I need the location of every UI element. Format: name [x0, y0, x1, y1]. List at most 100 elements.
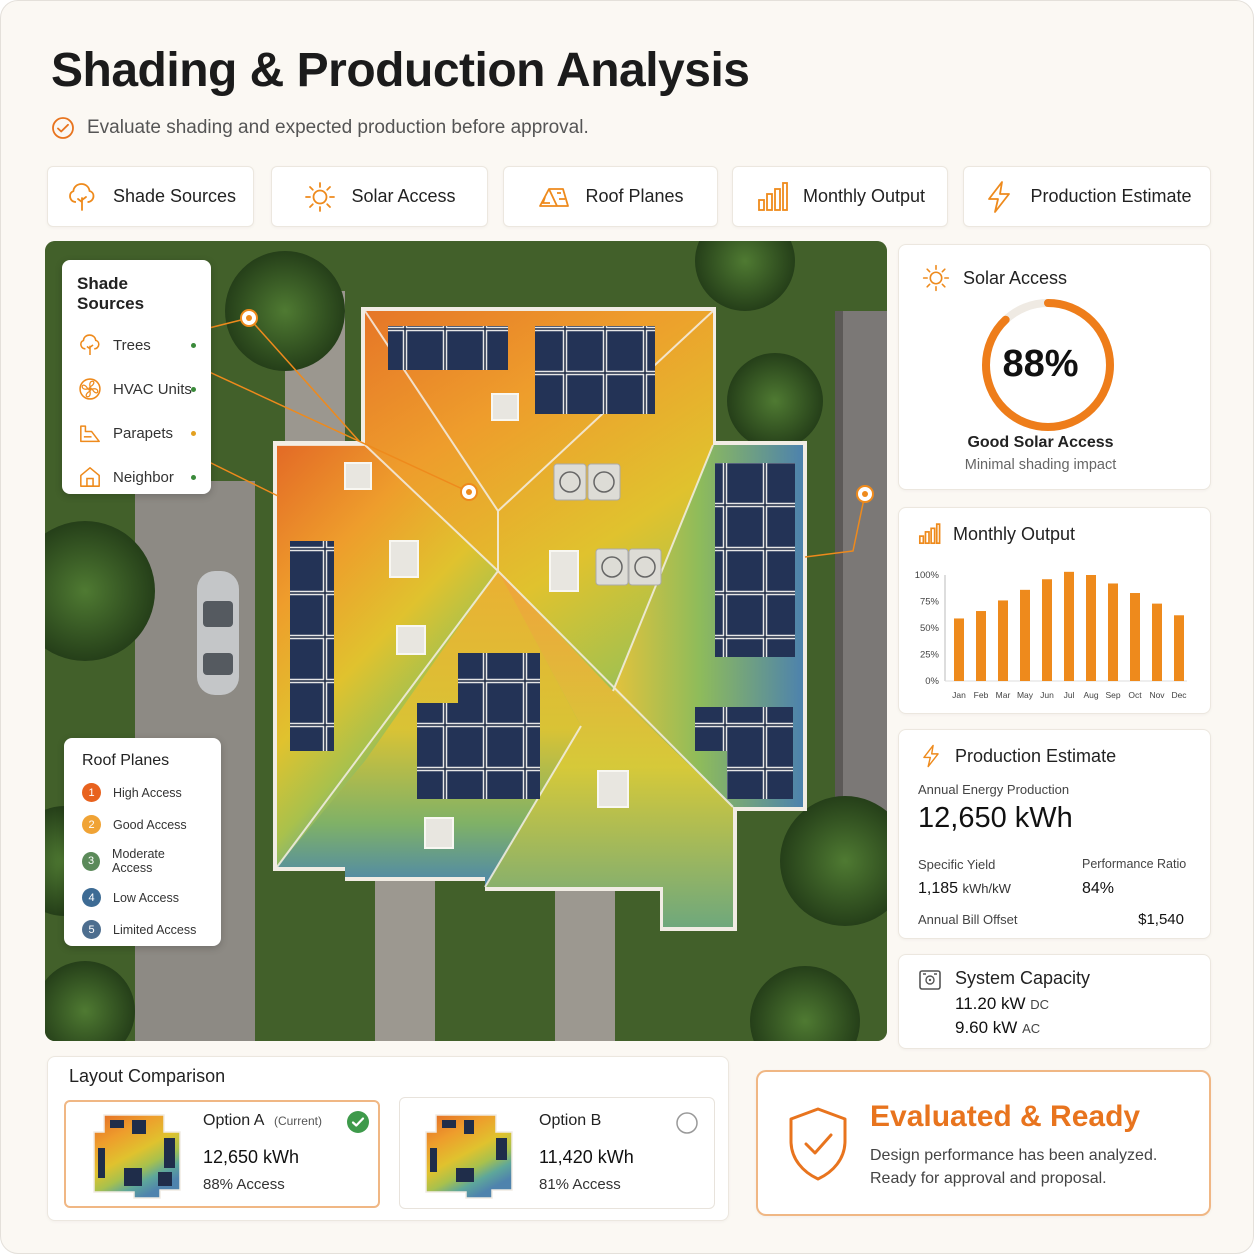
- performance-ratio-value: 84%: [1082, 880, 1115, 897]
- shade-sources-legend: Shade Sources Trees HVAC Units Parapets …: [62, 260, 211, 494]
- y-tick-label: 0%: [925, 676, 939, 687]
- shade-source-hvac[interactable]: HVAC Units: [77, 376, 196, 402]
- layout-comparison-title: Layout Comparison: [69, 1066, 226, 1086]
- option-b-energy: 11,420 kWh: [539, 1147, 634, 1167]
- capacity-dc-value: 11.20 kW: [955, 994, 1026, 1013]
- option-b-access: 81% Access: [539, 1176, 621, 1193]
- capacity-dc-unit: DC: [1030, 997, 1050, 1012]
- page-subtitle: Evaluate shading and expected production…: [51, 116, 589, 140]
- option-a-thumbnail: [93, 1114, 181, 1199]
- option-a-energy: 12,650 kWh: [203, 1147, 300, 1167]
- roof-plane-item: 5 Limited Access: [82, 920, 203, 939]
- tree-icon: [69, 182, 95, 211]
- sun-icon: [305, 181, 336, 212]
- specific-yield-value: 1,185: [918, 880, 959, 897]
- shield-check-icon: [789, 1107, 847, 1181]
- capacity-ac: 9.60 kW AC: [955, 1018, 1040, 1038]
- x-tick-label: Nov: [1149, 690, 1165, 700]
- number-badge: 4: [82, 888, 101, 907]
- legend-label: HVAC Units: [113, 380, 192, 398]
- status-dot: [191, 430, 196, 436]
- tab-shade-sources[interactable]: Shade Sources: [47, 166, 254, 227]
- roof-plane-item: 4 Low Access: [82, 888, 203, 907]
- tree-icon: [80, 334, 100, 355]
- option-a-title: Option A (Current): [203, 1112, 322, 1130]
- specific-yield: 1,185 kWh/kW: [918, 880, 1011, 898]
- performance-ratio-label: Performance Ratio: [1082, 857, 1187, 871]
- tab-label: Monthly Output: [802, 186, 926, 206]
- specific-yield-unit: kWh/kW: [962, 881, 1011, 896]
- specific-yield-label: Specific Yield: [918, 857, 996, 872]
- shade-source-neighbor[interactable]: Neighbor: [77, 464, 196, 490]
- legend-title: Shade Sources: [77, 274, 145, 313]
- roof-plane-item: 3 Moderate Access: [82, 847, 203, 875]
- option-b-card[interactable]: Option B 11,420 kWh 81% Access: [399, 1097, 715, 1209]
- check-circle-icon: [52, 117, 74, 139]
- tab-label: Shade Sources: [112, 186, 237, 206]
- bar-jun: [1042, 579, 1052, 681]
- number-badge: 1: [82, 783, 101, 802]
- option-a-access: 88% Access: [203, 1176, 285, 1193]
- tab-monthly-output[interactable]: Monthly Output: [732, 166, 948, 227]
- option-b-name: Option B: [539, 1112, 602, 1129]
- tab-label: Production Estimate: [1030, 186, 1192, 206]
- tab-roof-planes[interactable]: Roof Planes: [503, 166, 718, 227]
- parapet-icon: [80, 425, 100, 443]
- option-a-name: Option A: [203, 1112, 264, 1129]
- y-tick-label: 25%: [920, 650, 940, 661]
- bar-aug: [1086, 575, 1096, 681]
- x-tick-label: Oct: [1128, 690, 1142, 700]
- y-tick-label: 100%: [915, 570, 940, 581]
- shade-source-trees[interactable]: Trees: [77, 332, 196, 358]
- capacity-ac-value: 9.60 kW: [955, 1018, 1018, 1037]
- legend-label: Moderate Access: [112, 847, 165, 875]
- layout-comparison-card: Layout Comparison Option A (Current) 12,…: [47, 1056, 729, 1221]
- x-tick-label: Jul: [1064, 690, 1075, 700]
- gauge-fill: [982, 299, 1114, 431]
- monthly-output-card: Monthly Output 100% 75% 50% 25% 0% Jan Feb Mar M…: [898, 507, 1211, 714]
- legend-label: Trees: [113, 336, 151, 354]
- solar-access-value: 88%: [1002, 343, 1079, 385]
- shade-source-parapets[interactable]: Parapets: [77, 420, 196, 446]
- bar-feb: [976, 611, 986, 681]
- check-selected-icon: [347, 1111, 369, 1133]
- annual-energy-label: Annual Energy Production: [918, 782, 1070, 797]
- capacity-dc: 11.20 kW DC: [955, 994, 1049, 1014]
- tab-solar-access[interactable]: Solar Access: [271, 166, 488, 227]
- card-title: Production Estimate: [919, 742, 1116, 770]
- aerial-roof-image: [45, 241, 887, 1041]
- status-line-2: Ready for approval and proposal.: [870, 1170, 1107, 1187]
- tab-production-estimate[interactable]: Production Estimate: [963, 166, 1211, 227]
- tab-label: Roof Planes: [585, 186, 684, 206]
- bar-may: [1020, 589, 1030, 681]
- roof-heatmap-view[interactable]: Shade Sources Trees HVAC Units Parapets …: [45, 241, 887, 1041]
- sun-icon: [922, 264, 950, 292]
- bill-offset-label: Annual Bill Offset: [918, 912, 1018, 927]
- status-dot: [191, 474, 196, 480]
- bill-offset-value: $1,540: [1138, 911, 1184, 928]
- status-dot: [191, 386, 196, 392]
- x-tick-label: Aug: [1083, 690, 1098, 700]
- solar-access-card: Solar Access 88% Good Solar Access Minim…: [898, 244, 1211, 490]
- roof-icon: [539, 187, 570, 207]
- radio-unselected-icon[interactable]: [675, 1111, 699, 1135]
- house-icon: [80, 467, 100, 487]
- x-tick-label: Jan: [952, 690, 966, 700]
- legend-label: Neighbor: [113, 468, 174, 486]
- legend-title: Roof Planes: [82, 752, 170, 769]
- card-title: Monthly Output: [917, 522, 1075, 546]
- legend-label: Parapets: [113, 424, 174, 442]
- subtitle-text: Evaluate shading and expected production…: [87, 117, 589, 138]
- capacity-ac-unit: AC: [1022, 1021, 1041, 1036]
- number-badge: 5: [82, 920, 101, 939]
- legend-label: Low Access: [113, 890, 180, 905]
- status-card: Evaluated & Ready Design performance has…: [756, 1070, 1211, 1216]
- card-title-text: Monthly Output: [953, 523, 1076, 544]
- capacity-title: System Capacity: [955, 968, 1091, 988]
- option-a-card[interactable]: Option A (Current) 12,650 kWh 88% Access: [64, 1100, 380, 1208]
- tab-label: Solar Access: [351, 186, 456, 206]
- inverter-icon: [919, 970, 941, 990]
- x-tick-label: Feb: [974, 690, 989, 700]
- bar-sep: [1108, 583, 1118, 681]
